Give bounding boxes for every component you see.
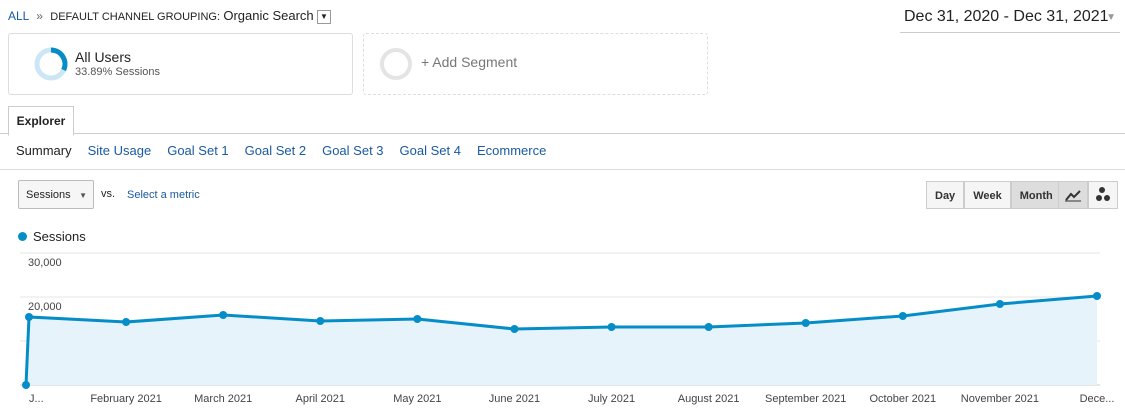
point xyxy=(316,317,325,326)
x-tick-label: October 2021 xyxy=(869,393,936,405)
period-button[interactable]: Day xyxy=(926,181,965,209)
segment[interactable]: All Users 33.89% Sessions xyxy=(8,33,353,95)
point xyxy=(413,315,422,323)
subtab[interactable]: Ecommerce xyxy=(476,143,547,158)
add-segment-label: + Add Segment xyxy=(421,54,518,70)
motion-chart-button[interactable] xyxy=(1088,181,1118,209)
x-tick-label: August 2021 xyxy=(678,393,740,405)
point xyxy=(995,300,1004,309)
line-chart-button[interactable] xyxy=(1058,181,1088,209)
period-button[interactable]: Week xyxy=(964,181,1011,209)
empty-donut xyxy=(380,48,412,80)
subtab[interactable]: Summary xyxy=(16,143,72,158)
y-tick-label: 20,000 xyxy=(28,301,62,313)
period-buttons: Day Week Month xyxy=(926,181,1062,209)
segment-name: All Users xyxy=(75,49,132,65)
segment-detail: 33.89% Sessions xyxy=(75,66,160,78)
tab[interactable]: Explorer xyxy=(8,106,74,136)
x-tick-label: April 2021 xyxy=(295,393,345,405)
period-button[interactable]: Month xyxy=(1010,181,1062,209)
x-tick-label: Dece... xyxy=(1080,393,1115,405)
subtabs: Summary Site Usage Goal Set 1 Goal Set 2 Goa… xyxy=(16,143,562,158)
x-tick-label: November 2021 xyxy=(961,393,1039,405)
metric-select-text: Sessions xyxy=(26,189,71,201)
x-tick-label: March 2021 xyxy=(194,393,252,405)
donut xyxy=(34,47,68,81)
legend: Sessions xyxy=(18,229,86,244)
add-segment[interactable]: + Add Segment xyxy=(363,33,708,95)
subtab[interactable]: Goal Set 2 xyxy=(244,143,307,158)
subtab[interactable]: Goal Set 1 xyxy=(167,143,229,158)
x-tick-label: July 2021 xyxy=(588,393,635,405)
subtab[interactable]: Site Usage xyxy=(87,143,152,158)
legend-label: Sessions xyxy=(33,229,86,244)
breadcrumb: ALL » DEFAULT CHANNEL GROUPING: Organic … xyxy=(8,8,332,24)
legend-swatch xyxy=(18,232,27,241)
subtab[interactable]: Goal Set 4 xyxy=(399,143,461,158)
x-tick-label: February 2021 xyxy=(90,393,162,405)
point xyxy=(1093,292,1101,301)
metric-select[interactable]: Sessions ▼ xyxy=(18,180,94,209)
point xyxy=(898,311,907,320)
separator: » xyxy=(36,9,43,23)
grouping-value: Organic Search xyxy=(223,8,314,23)
point xyxy=(25,312,33,321)
vs: vs. xyxy=(101,188,116,200)
point xyxy=(607,322,616,331)
date-range[interactable]: Dec 31, 2020 - Dec 31, 2021 ▼ xyxy=(900,8,1120,33)
grouping-label: DEFAULT CHANNEL GROUPING: xyxy=(50,11,220,23)
date-range-text: Dec 31, 2020 - Dec 31, 2021 xyxy=(904,8,1109,25)
point xyxy=(219,311,228,320)
x-tick-label: June 2021 xyxy=(489,393,540,405)
divider xyxy=(0,169,1125,170)
area xyxy=(26,296,1097,385)
point xyxy=(704,322,713,331)
point xyxy=(510,325,519,334)
point xyxy=(22,381,30,389)
select-metric[interactable]: Select a metric xyxy=(127,189,200,201)
y-tick-label: 30,000 xyxy=(28,257,62,269)
tab-line xyxy=(0,133,1125,134)
point xyxy=(801,318,810,327)
x-tick-label: May 2021 xyxy=(393,393,441,405)
x-tick-label: September 2021 xyxy=(765,393,846,405)
subtab[interactable]: Goal Set 3 xyxy=(322,143,384,158)
x-tick-label: J... xyxy=(29,393,44,405)
point xyxy=(122,318,131,327)
dropdown[interactable]: ▼ xyxy=(317,9,332,24)
breadcrumb-all[interactable]: ALL xyxy=(8,9,29,23)
